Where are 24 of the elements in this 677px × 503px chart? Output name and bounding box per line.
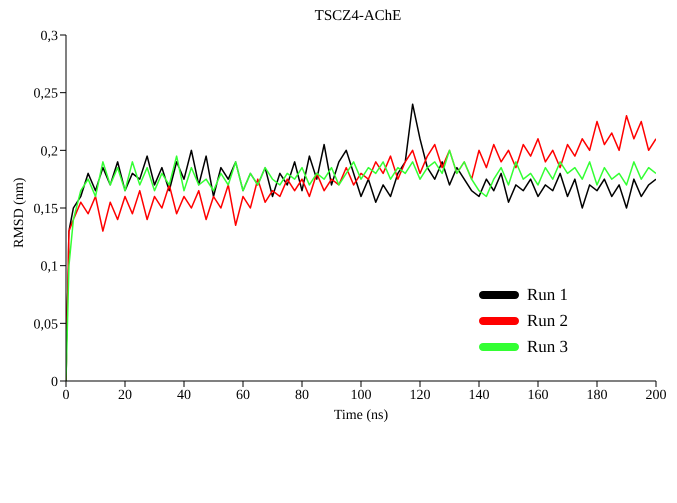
y-tick-label: 0,2 bbox=[40, 144, 58, 160]
y-tick-label: 0,25 bbox=[34, 86, 58, 102]
legend-label: Run 1 bbox=[526, 285, 568, 305]
x-axis-title: Time (ns) bbox=[334, 408, 388, 423]
legend-label: Run 3 bbox=[526, 337, 568, 357]
x-tick-label: 200 bbox=[646, 388, 666, 403]
x-tick-label: 60 bbox=[236, 388, 250, 403]
x-tick-label: 0 bbox=[62, 388, 70, 403]
x-tick-label: 160 bbox=[528, 388, 548, 403]
x-tick-label: 20 bbox=[118, 388, 132, 403]
x-tick-label: 140 bbox=[468, 388, 490, 403]
y-tick-label: 0,15 bbox=[34, 202, 58, 217]
legend-label: Run 2 bbox=[526, 311, 568, 331]
y-tick-label: 0,05 bbox=[34, 317, 58, 332]
x-tick-label: 100 bbox=[350, 388, 372, 403]
y-tick-label: 0,1 bbox=[40, 260, 58, 275]
y-axis-title: RMSD (nm) bbox=[12, 177, 27, 248]
x-tick-label: 180 bbox=[586, 388, 608, 403]
x-tick-label: 80 bbox=[295, 388, 309, 403]
x-tick-label: 120 bbox=[410, 388, 430, 403]
x-tick-label: 40 bbox=[177, 388, 191, 403]
y-tick-label: 0,3 bbox=[40, 28, 58, 44]
y-tick-label: 0 bbox=[51, 374, 58, 390]
chart-title: TSCZ4-AChE bbox=[314, 8, 402, 26]
